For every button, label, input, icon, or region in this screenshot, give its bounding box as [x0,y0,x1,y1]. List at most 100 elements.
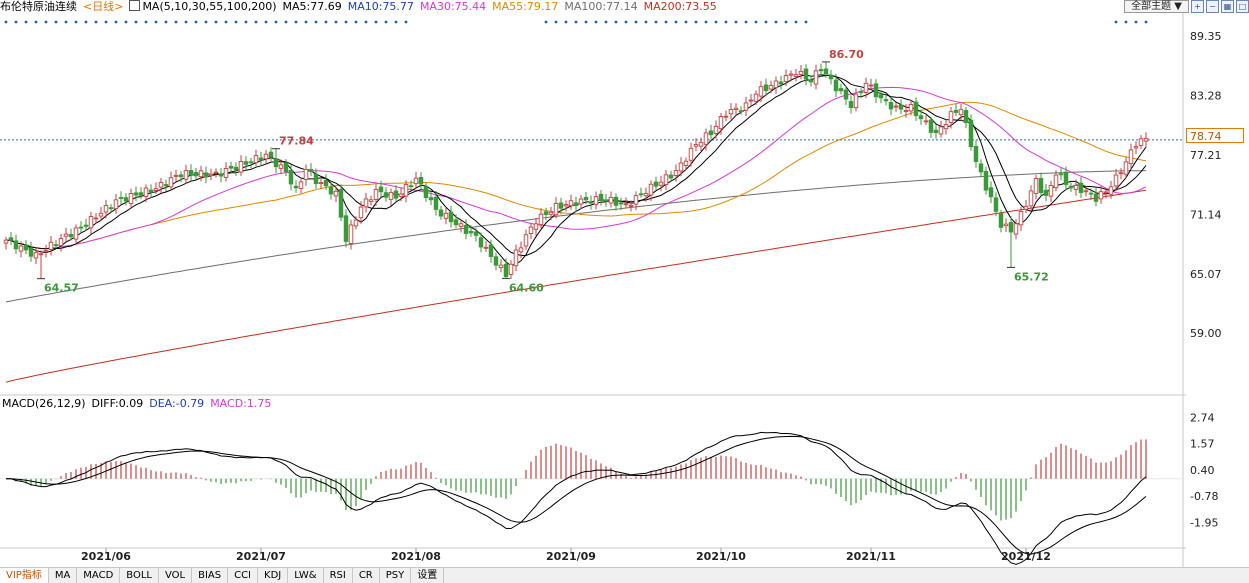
tab-settings[interactable]: 设置 [411,568,445,583]
signal-dot [1124,20,1128,24]
macd-panel [0,431,1183,565]
signal-dot [554,20,558,24]
candle-body [643,193,649,197]
tab-psy[interactable]: PSY [380,568,412,583]
tab-ma[interactable]: MA [49,568,78,583]
candle-body [893,105,899,108]
candle-body [1083,190,1089,193]
candle-body [213,171,219,174]
candle-body [33,252,39,259]
candle-body [498,264,504,268]
extreme-label: 86.70 [829,48,864,61]
signal-dot [384,20,388,24]
tab-kdj[interactable]: KDJ [258,568,289,583]
current-price-tag: 78.74 [1186,128,1244,143]
tab-macd[interactable]: MACD [77,568,121,583]
diff-line [5,431,1147,565]
candle-body [908,104,914,112]
signal-dot [154,20,158,24]
macd-tick-label: 0.40 [1190,464,1215,477]
candle-body [753,93,759,102]
tab-cci[interactable]: CCI [228,568,259,583]
candle-body [613,196,619,206]
tab-vol[interactable]: VOL [159,568,193,583]
signal-dot [214,20,218,24]
candle-body [818,68,824,72]
candle-body [493,256,499,266]
tab-lw[interactable]: LW& [288,568,324,583]
signal-dot [564,20,568,24]
tab-boll[interactable]: BOLL [120,568,159,583]
candle-body [218,173,224,177]
candle-body [368,199,374,202]
candle-body [538,213,544,226]
candle-body [253,155,259,164]
candle-body [988,187,994,198]
macd-legend: MACD(26,12,9) DIFF:0.09 DEA:-0.79 MACD:1.75 [2,397,277,411]
candle-body [728,109,734,115]
candle-body [718,116,724,130]
candle-body [938,126,944,135]
candle-body [983,170,989,191]
candle-body [683,160,689,166]
candle-body [208,173,214,177]
candle-body [1013,223,1019,235]
candle-body [763,84,769,91]
signal-dot [1144,20,1148,24]
date-tick-label: 2021/09 [546,550,596,563]
candle-body [1028,190,1034,207]
tab-bias[interactable]: BIAS [192,568,229,583]
signal-dot [584,20,588,24]
tab-cr[interactable]: CR [353,568,380,583]
signal-dot [134,20,138,24]
candle-body [118,197,124,199]
candle-body [748,99,754,102]
candle-body [1053,174,1059,189]
zoom-out-icon[interactable]: − [1206,0,1219,13]
price-tick-label: 65.07 [1190,268,1222,281]
signal-dot [344,20,348,24]
tab-rsi[interactable]: RSI [324,568,353,583]
candle-body [673,170,679,176]
layout-icon[interactable]: ▦ [1221,0,1234,13]
candle-body [308,169,314,172]
theme-dropdown-label: 全部主题 [1131,0,1172,12]
period-label[interactable]: <日线> [83,0,124,13]
extreme-label: 77.84 [279,135,314,148]
date-tick-label: 2021/10 [696,550,746,563]
candle-body [18,245,24,252]
candle-body [1118,172,1124,175]
candle-body [453,219,459,226]
window-icon[interactable]: □ [1236,0,1249,13]
signal-dot [804,20,808,24]
ma10-value: MA10:75.77 [347,0,414,13]
signal-dot [294,20,298,24]
tab-vip[interactable]: VIP指标 [0,568,49,583]
candle-body [358,206,364,219]
signal-dot [164,20,168,24]
candle-body [823,68,829,75]
chart-frame [0,10,1186,567]
zoom-in-icon[interactable]: + [1191,0,1204,13]
signal-dot [574,20,578,24]
candle-body [488,244,494,257]
macd-params: MACD(26,12,9) [2,397,86,410]
candle-body [848,101,854,109]
candle-body [363,198,369,208]
candle-body [503,263,509,278]
signal-dot [394,20,398,24]
candle-body [758,86,764,97]
ma5-value: MA5:77.69 [282,0,342,13]
extreme-label: 64.60 [509,281,544,294]
signal-dot [654,20,658,24]
theme-dropdown[interactable]: 全部主题 ▼ [1124,0,1189,13]
candle-body [913,101,919,117]
candle-body [463,224,469,234]
candle-body [113,199,119,210]
candle-body [803,68,809,80]
candle-body [313,173,319,185]
candle-body [1113,174,1119,187]
signal-dot [64,20,68,24]
candle-body [623,203,629,206]
signal-dot [684,20,688,24]
